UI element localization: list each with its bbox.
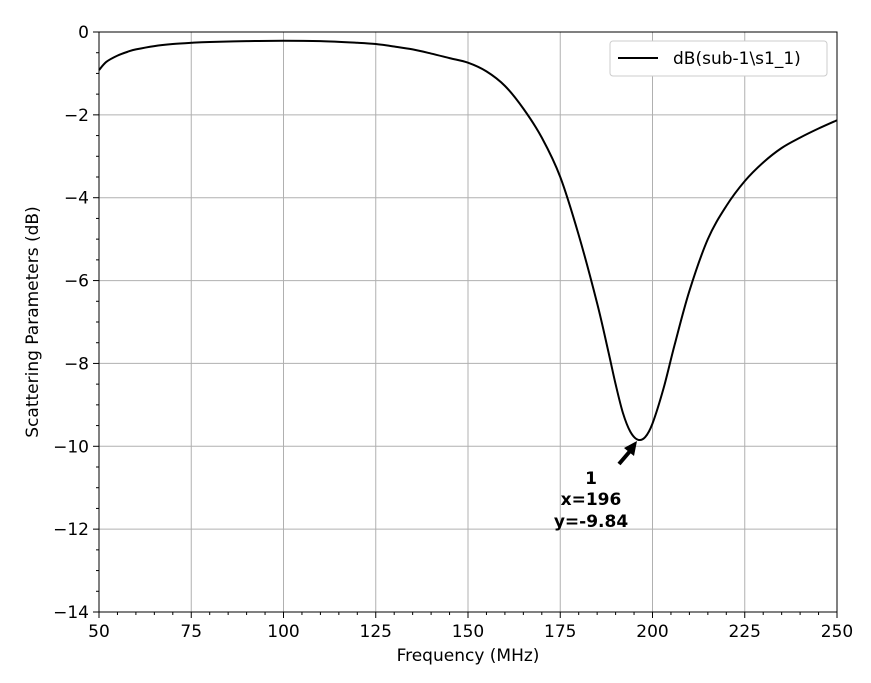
axis-ticks: [93, 31, 838, 618]
marker-x-value: x=196: [561, 490, 622, 510]
marker-y-value: y=-9.84: [554, 512, 628, 532]
y-tick-label: −6: [64, 272, 89, 292]
x-tick-label: 100: [267, 622, 299, 642]
marker-arrow-shaft: [617, 448, 633, 466]
x-tick-label: 225: [729, 622, 761, 642]
y-tick-label: −2: [64, 106, 89, 126]
legend-label: dB(sub-1\s1_1): [673, 49, 801, 69]
series-line-s11: [98, 39, 838, 442]
x-tick-label: 75: [180, 622, 202, 642]
y-tick-label: −4: [64, 189, 89, 209]
marker-annotation: 1 x=196 y=-9.84: [554, 441, 637, 532]
series-layer: [98, 39, 838, 442]
x-tick-label: 50: [88, 622, 110, 642]
y-axis-title: Scattering Parameters (dB): [23, 206, 43, 437]
y-tick-label: 0: [78, 23, 89, 43]
x-axis-title: Frequency (MHz): [397, 646, 540, 666]
marker-arrow-head: [624, 441, 637, 456]
x-tick-label: 200: [636, 622, 668, 642]
x-tick-label: 250: [821, 622, 853, 642]
y-tick-label: −14: [53, 603, 89, 623]
legend-box: [609, 40, 828, 77]
y-tick-label: −8: [64, 354, 89, 374]
y-tick-label: −12: [53, 520, 89, 540]
x-tick-label: 175: [544, 622, 576, 642]
marker-label: 1: [585, 469, 597, 489]
tick-labels: 50 75 100 125 150 175 200 225 250 0 −2 −4 −6 −8 −10 −12…: [53, 23, 853, 642]
y-tick-label: −10: [53, 437, 89, 457]
x-tick-label: 150: [452, 622, 484, 642]
x-tick-label: 125: [360, 622, 392, 642]
legend: dB(sub-1\s1_1): [609, 40, 828, 77]
